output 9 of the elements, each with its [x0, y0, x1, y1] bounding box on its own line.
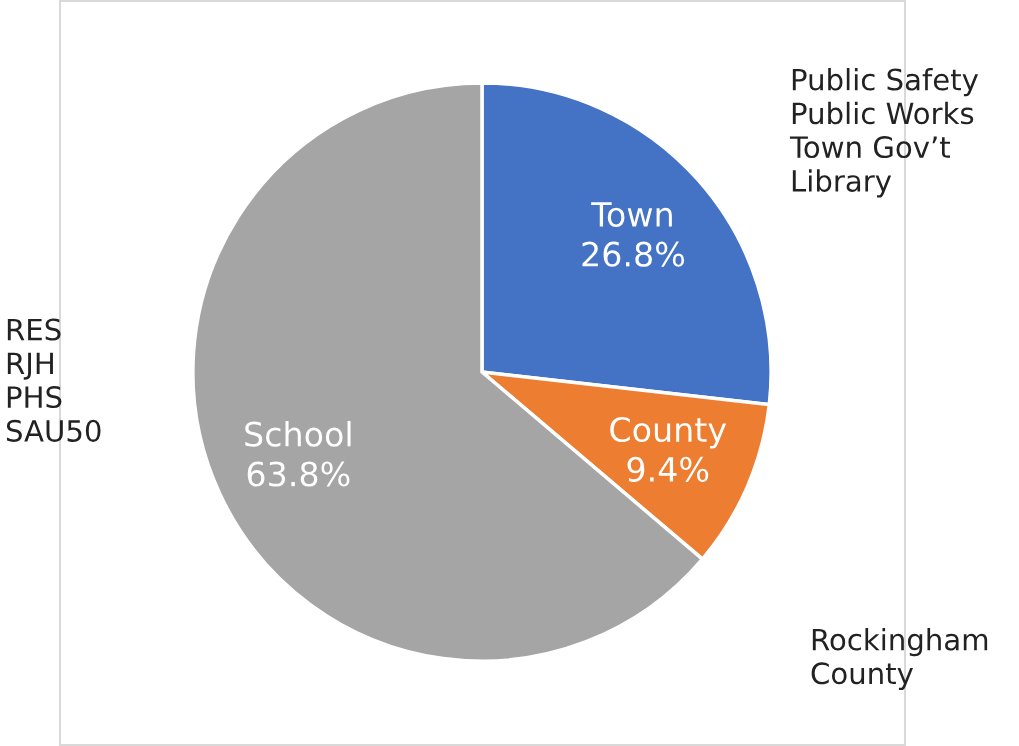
- data-label: 9.4%: [627, 456, 709, 482]
- text: Rockingham County: [811, 628, 988, 690]
- text: RES RJH PHS SAU50: [6, 318, 101, 442]
- data-label: 63.8%: [247, 461, 350, 487]
- data-label: 26.8%: [582, 241, 685, 267]
- text: Public Safety Public Works Town Gov’t Library: [789, 68, 979, 198]
- slice-label: School: [245, 420, 351, 447]
- slice-label: County: [610, 416, 727, 449]
- slice-label: Town: [591, 202, 672, 227]
